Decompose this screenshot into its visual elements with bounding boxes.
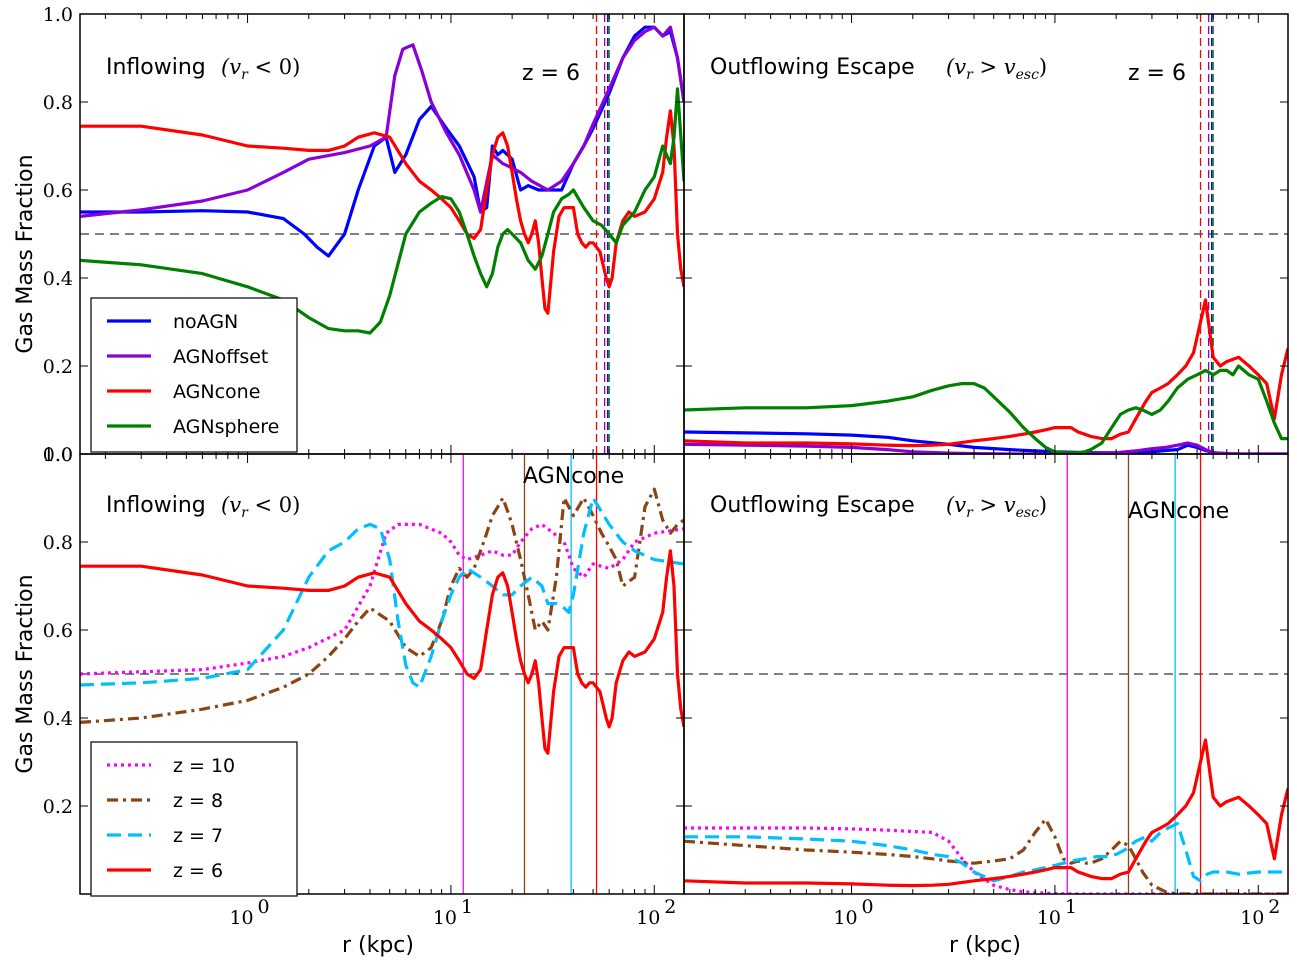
- y-axis-label-top: Gas Mass Fraction: [13, 154, 38, 353]
- legend-label-1: AGNoffset: [173, 346, 268, 368]
- legend-bottom: z = 10 z = 8 z = 7 z = 6: [90, 741, 298, 897]
- x-tick-label: 10: [1037, 907, 1061, 929]
- model-label-bottom-left: AGNcone: [523, 464, 624, 489]
- series-line-3: [684, 738, 1288, 888]
- x-tick-exponent: 0: [862, 896, 874, 918]
- series-line-0: [80, 522, 684, 676]
- legend-label-1: z = 8: [173, 790, 223, 812]
- series-line-2: [80, 496, 684, 689]
- y-tick-label: 0.4: [43, 268, 73, 290]
- panel-title-bottom-left: Inflowing: [106, 493, 206, 518]
- y-tick-label: 1.0: [43, 444, 73, 466]
- panel-title-top-right: Outflowing Escape: [710, 55, 915, 80]
- panel-top-left: 1.0 0.8 0.6 0.4 0.2 0.0 Inflowing (vr < 0) z …: [43, 4, 685, 466]
- plot-area-bottom-right: 10 0 10 1 10 2: [683, 453, 1289, 929]
- series-line-2: [684, 822, 1288, 883]
- legend-label-2: z = 7: [173, 825, 223, 847]
- panel-condition-bottom-left: (vr < 0): [221, 493, 300, 521]
- x-tick-label: 10: [1240, 907, 1264, 929]
- panel-title-top-left: Inflowing: [106, 55, 206, 80]
- panel-condition-top-left: (vr < 0): [221, 55, 300, 83]
- series-line-0: [684, 826, 1288, 894]
- y-axis-label-bottom: Gas Mass Fraction: [13, 574, 38, 773]
- x-axis-label-left: r (kpc): [342, 933, 414, 958]
- x-tick-label: 10: [833, 907, 857, 929]
- x-tick-label: 10: [636, 907, 660, 929]
- panel-bottom-right: 10 0 10 1 10 2 Outflowing Escape (vr > vesc) …: [683, 453, 1289, 929]
- x-tick-exponent: 2: [664, 896, 676, 918]
- x-tick-exponent: 1: [461, 896, 473, 918]
- x-tick-exponent: 2: [1268, 896, 1280, 918]
- y-tick-label: 0.6: [43, 180, 73, 202]
- redshift-label-top-right: z = 6: [1128, 61, 1186, 86]
- legend-label-3: z = 6: [173, 860, 223, 882]
- series-line-3: [684, 364, 1288, 454]
- y-tick-label: 0.8: [43, 532, 73, 554]
- panel-bottom-left: 1.00.80.60.40.210 0 10 1 10 2 Inflowing (vr <…: [43, 444, 685, 929]
- y-tick-label: 0.2: [43, 356, 73, 378]
- x-tick-exponent: 1: [1065, 896, 1077, 918]
- series-line-3: [80, 87, 684, 335]
- series-line-2: [80, 109, 684, 315]
- panel-top-right: Outflowing Escape (vr > vesc) z = 6: [683, 13, 1289, 455]
- x-tick-label: 10: [229, 907, 253, 929]
- panel-title-bottom-right: Outflowing Escape: [710, 493, 915, 518]
- redshift-label-top-left: z = 6: [522, 61, 580, 86]
- y-tick-label: 0.8: [43, 92, 73, 114]
- model-label-bottom-right: AGNcone: [1128, 499, 1229, 524]
- series-line-3: [80, 549, 684, 755]
- legend-label-0: noAGN: [173, 311, 238, 333]
- y-tick-label: 0.6: [43, 620, 73, 642]
- x-axis-label-right: r (kpc): [949, 933, 1021, 958]
- series-line-2: [684, 298, 1288, 448]
- y-tick-label: 1.0: [43, 4, 73, 26]
- plot-area-top-right: [683, 13, 1289, 455]
- y-tick-label: 0.4: [43, 708, 73, 730]
- series-line-1: [684, 441, 1288, 454]
- legend-top: noAGN AGNoffset AGNcone AGNsphere: [90, 297, 298, 453]
- series-line-1: [80, 487, 684, 724]
- legend-label-2: AGNcone: [173, 381, 260, 403]
- y-tick-label: 0.0: [43, 444, 73, 466]
- panel-condition-top-right: (vr > vesc): [946, 55, 1047, 83]
- legend-label-0: z = 10: [173, 755, 235, 777]
- x-tick-exponent: 0: [258, 896, 270, 918]
- legend-label-3: AGNsphere: [173, 416, 279, 438]
- plot-frame: [683, 453, 1289, 895]
- x-tick-label: 10: [433, 907, 457, 929]
- y-tick-label: 0.2: [43, 796, 73, 818]
- panel-condition-bottom-right: (vr > vesc): [946, 493, 1047, 521]
